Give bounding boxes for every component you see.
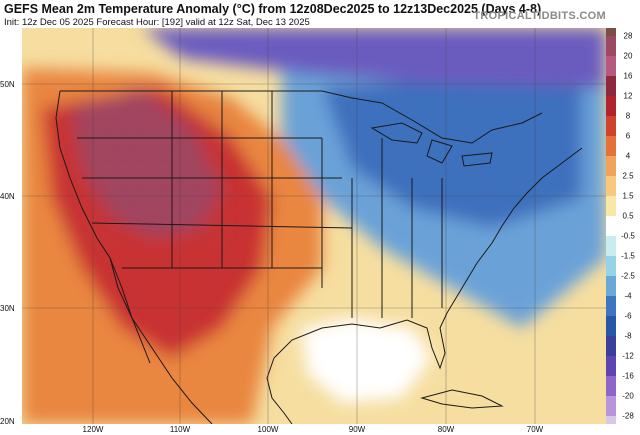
colorbar-cell xyxy=(606,36,616,57)
map-subtitle: Init: 12z Dec 05 2025 Forecast Hour: [19… xyxy=(4,17,310,28)
colorbar-cell xyxy=(606,276,616,297)
colorbar-label: -16 xyxy=(622,371,634,381)
colorbar-cell xyxy=(606,416,616,424)
colorbar-label: 8 xyxy=(625,111,631,121)
colorbar-label: -2.5 xyxy=(621,271,635,281)
coastlines-borders xyxy=(55,90,583,424)
state-lines xyxy=(77,91,443,318)
neutral-gulf xyxy=(302,318,432,403)
colorbar-cell xyxy=(606,56,616,77)
great-lakes xyxy=(370,122,493,167)
us-canada-border xyxy=(60,90,543,144)
colorbar-label: 28 xyxy=(623,31,633,41)
colorbar-label: -20 xyxy=(622,391,634,401)
gulf-coast xyxy=(273,312,448,370)
colorbar-cell xyxy=(606,156,616,177)
lon-label: 80W xyxy=(437,425,455,434)
colorbar-label: 4 xyxy=(625,151,631,161)
colorbar-cell xyxy=(606,236,616,257)
colorbar-cell xyxy=(606,256,616,277)
colorbar-label: 2.5 xyxy=(622,171,634,181)
colorbar-label: 20 xyxy=(623,51,633,61)
lat-label: 20N xyxy=(0,417,15,426)
lon-label: 70W xyxy=(526,425,544,434)
colorbar-label: -6 xyxy=(624,311,632,321)
lon-label: 90W xyxy=(348,425,366,434)
cuba xyxy=(420,389,504,409)
temperature-anomaly-map xyxy=(22,28,606,424)
lat-label: 30N xyxy=(0,304,15,313)
colorbar-cell xyxy=(606,296,616,317)
colorbar-cell xyxy=(606,28,616,36)
colorbar-cell xyxy=(606,216,616,237)
lon-label: 110W xyxy=(169,425,191,434)
colorbar-cell xyxy=(606,356,616,377)
colorbar-cell xyxy=(606,76,616,97)
colorbar-label: -0.5 xyxy=(621,231,635,241)
east-coast xyxy=(446,147,583,314)
lat-label: 50N xyxy=(0,80,15,89)
colorbar: 28 20 16 12 8 6 4 2.5 1.5 0.5 -0.5 -1.5 -2.5 -4 -6 -8 -1… xyxy=(606,28,640,424)
colorbar-cell xyxy=(606,96,616,117)
colorbar-label: 1.5 xyxy=(622,191,634,201)
colorbar-cell xyxy=(606,376,616,397)
mexico-gulf-coast xyxy=(266,357,293,424)
colorbar-cell xyxy=(606,136,616,157)
colorbar-cell xyxy=(606,176,616,197)
colorbar-label: -1.5 xyxy=(621,251,635,261)
west-coast xyxy=(55,90,133,319)
cold-anomaly-northeast-core xyxy=(322,68,582,228)
colorbar-cell xyxy=(606,316,616,337)
brand-watermark: TROPICALTIDBITS.COM xyxy=(473,10,606,22)
map-canvas xyxy=(22,28,606,424)
colorbar-label: -4 xyxy=(624,291,632,301)
colorbar-cell xyxy=(606,336,616,357)
colorbar-cell xyxy=(606,196,616,217)
colorbar-label: 0.5 xyxy=(622,211,634,221)
lon-label: 100W xyxy=(257,425,279,434)
colorbar-label: 12 xyxy=(623,91,633,101)
colorbar-label: -8 xyxy=(624,331,632,341)
colorbar-cell xyxy=(606,396,616,417)
texture-overlay xyxy=(62,98,232,248)
colorbar-label: -12 xyxy=(622,351,634,361)
lon-label: 120W xyxy=(82,425,104,434)
colorbar-cell xyxy=(606,116,616,137)
baja-peninsula xyxy=(109,257,151,364)
mexico-pacific-coast xyxy=(131,317,213,424)
colorbar-label: 6 xyxy=(625,131,631,141)
lat-label: 40N xyxy=(0,192,15,201)
cold-anomaly-canada-max xyxy=(142,28,606,88)
header: GEFS Mean 2m Temperature Anomaly (°C) fr… xyxy=(0,0,640,28)
colorbar-label: -28 xyxy=(622,411,634,421)
graticule xyxy=(22,28,606,424)
map-title: GEFS Mean 2m Temperature Anomaly (°C) fr… xyxy=(4,2,542,16)
colorbar-label: 16 xyxy=(623,71,633,81)
